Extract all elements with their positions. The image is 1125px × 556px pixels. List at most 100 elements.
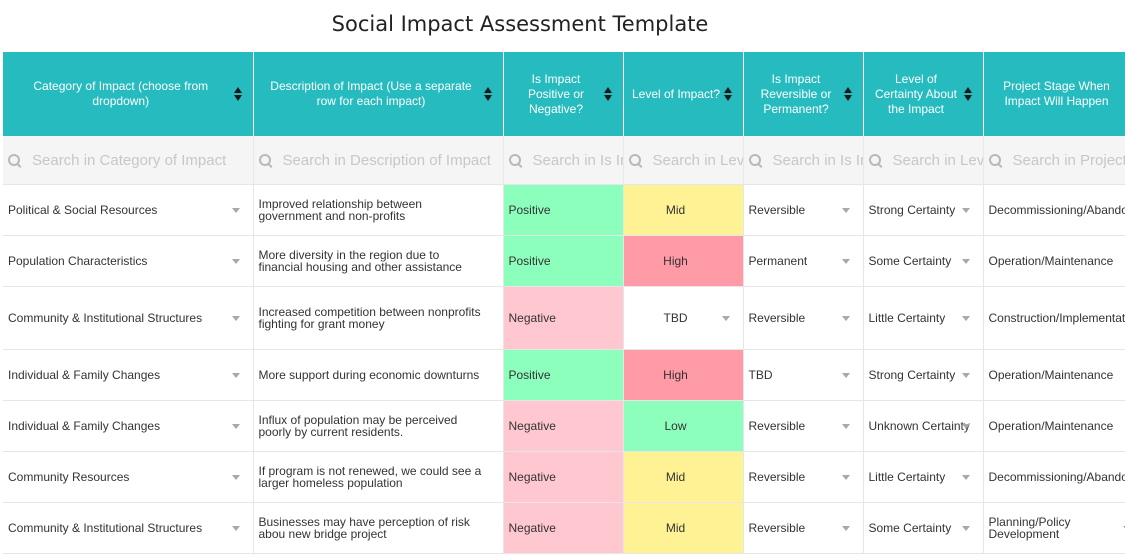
column-header-stage[interactable]: Project Stage When Impact Will Happen	[983, 52, 1125, 136]
chevron-down-icon[interactable]	[961, 373, 970, 378]
sort-icon[interactable]	[603, 87, 612, 101]
cell-reversibility[interactable]: Reversible	[743, 451, 864, 503]
cell-reversibility[interactable]: Reversible	[743, 184, 864, 236]
search-input-stage[interactable]	[1012, 151, 1125, 169]
cell-stage[interactable]: Decommissioning/Abandonment	[983, 184, 1125, 236]
cell-level[interactable]: Mid	[623, 184, 744, 236]
cell-description[interactable]: Improved relationship between government…	[253, 184, 504, 236]
cell-stage[interactable]: Operation/Maintenance	[983, 400, 1125, 452]
chevron-down-icon[interactable]	[961, 208, 970, 213]
cell-sign[interactable]: Negative	[503, 286, 624, 350]
cell-sign[interactable]: Positive	[503, 349, 624, 401]
cell-description[interactable]: If program is not renewed, we could see …	[253, 451, 504, 503]
cell-level[interactable]: Mid	[623, 451, 744, 503]
search-input-description[interactable]	[282, 151, 502, 169]
cell-category[interactable]: Community & Institutional Structures	[3, 502, 254, 554]
cell-description[interactable]: More support during economic downturns	[253, 349, 504, 401]
chevron-down-icon[interactable]	[841, 373, 850, 378]
cell-certainty[interactable]: Unknown Certainty	[863, 400, 984, 452]
column-header-certainty[interactable]: Level of Certainty About the Impact	[863, 52, 984, 136]
column-header-reversibility[interactable]: Is Impact Reversible or Permanent?	[743, 52, 864, 136]
cell-sign[interactable]: Negative	[503, 502, 624, 554]
sort-icon[interactable]	[233, 87, 242, 101]
cell-description[interactable]: Influx of population may be perceived po…	[253, 400, 504, 452]
cell-reversibility[interactable]: TBD	[743, 349, 864, 401]
chevron-down-icon[interactable]	[721, 316, 730, 321]
cell-certainty[interactable]: Strong Certainty	[863, 349, 984, 401]
cell-level[interactable]: Mid	[623, 502, 744, 554]
cell-category[interactable]: Individual & Family Changes	[3, 400, 254, 452]
cell-sign[interactable]: Positive	[503, 235, 624, 287]
chevron-down-icon[interactable]	[961, 316, 970, 321]
cell-stage[interactable]: Operation/Maintenance	[983, 235, 1125, 287]
cell-category[interactable]: Individual & Family Changes	[3, 349, 254, 401]
search-input-category[interactable]	[32, 151, 252, 169]
chevron-down-icon[interactable]	[231, 259, 240, 264]
cell-certainty[interactable]: Strong Certainty	[863, 184, 984, 236]
table-row[interactable]: Individual & Family Changes Influx of pop…	[3, 400, 1125, 452]
cell-certainty[interactable]: Little Certainty	[863, 451, 984, 503]
cell-reversibility[interactable]: Permanent	[743, 235, 864, 287]
cell-sign[interactable]: Negative	[503, 400, 624, 452]
table-row[interactable]: Community Resources If program is not ren…	[3, 451, 1125, 503]
cell-certainty[interactable]: Some Certainty	[863, 502, 984, 554]
table-row[interactable]: Population Characteristics More diversity…	[3, 235, 1125, 287]
chevron-down-icon[interactable]	[961, 526, 970, 531]
cell-stage[interactable]: Planning/Policy Development	[983, 502, 1125, 554]
search-input-certainty[interactable]	[892, 151, 982, 169]
cell-category[interactable]: Political & Social Resources	[3, 184, 254, 236]
chevron-down-icon[interactable]	[1122, 526, 1125, 531]
search-input-reversibility[interactable]	[772, 151, 862, 169]
chevron-down-icon[interactable]	[841, 424, 850, 429]
chevron-down-icon[interactable]	[961, 259, 970, 264]
chevron-down-icon[interactable]	[961, 424, 970, 429]
cell-level[interactable]: High	[623, 349, 744, 401]
chevron-down-icon[interactable]	[841, 316, 850, 321]
cell-stage[interactable]: Construction/Implementation	[983, 286, 1125, 350]
sort-icon[interactable]	[723, 87, 732, 101]
table-row[interactable]: Political & Social Resources Improved rel…	[3, 184, 1125, 236]
table-row[interactable]: Individual & Family Changes More support …	[3, 349, 1125, 401]
chevron-down-icon[interactable]	[231, 316, 240, 321]
search-input-sign[interactable]	[532, 151, 622, 169]
cell-reversibility[interactable]: Reversible	[743, 502, 864, 554]
sort-icon[interactable]	[483, 87, 492, 101]
cell-category[interactable]: Community Resources	[3, 451, 254, 503]
cell-category[interactable]: Community & Institutional Structures	[3, 286, 254, 350]
chevron-down-icon[interactable]	[841, 259, 850, 264]
chevron-down-icon[interactable]	[231, 208, 240, 213]
column-header-category[interactable]: Category of Impact (choose from dropdown…	[3, 52, 254, 136]
chevron-down-icon[interactable]	[231, 475, 240, 480]
cell-sign[interactable]: Negative	[503, 451, 624, 503]
cell-description[interactable]: More diversity in the region due to fina…	[253, 235, 504, 287]
cell-level[interactable]: Low	[623, 400, 744, 452]
cell-sign[interactable]: Positive	[503, 184, 624, 236]
chevron-down-icon[interactable]	[231, 526, 240, 531]
cell-reversibility[interactable]: Reversible	[743, 400, 864, 452]
chevron-down-icon[interactable]	[231, 424, 240, 429]
cell-level[interactable]: High	[623, 235, 744, 287]
column-header-description[interactable]: Description of Impact (Use a separate ro…	[253, 52, 504, 136]
cell-reversibility[interactable]: Reversible	[743, 286, 864, 350]
chevron-down-icon[interactable]	[961, 475, 970, 480]
search-input-level[interactable]	[652, 151, 742, 169]
cell-stage[interactable]: Decommissioning/Abandonment	[983, 451, 1125, 503]
chevron-down-icon[interactable]	[841, 526, 850, 531]
chevron-down-icon[interactable]	[231, 373, 240, 378]
column-header-sign[interactable]: Is Impact Positive or Negative?	[503, 52, 624, 136]
column-header-level[interactable]: Level of Impact?	[623, 52, 744, 136]
cell-stage[interactable]: Operation/Maintenance	[983, 349, 1125, 401]
table-row[interactable]: Community & Institutional Structures Incr…	[3, 286, 1125, 350]
sort-icon[interactable]	[963, 87, 972, 101]
category-value: Community & Institutional Structures	[8, 311, 203, 325]
cell-certainty[interactable]: Some Certainty	[863, 235, 984, 287]
table-row[interactable]: Community & Institutional Structures Busi…	[3, 502, 1125, 554]
sort-icon[interactable]	[843, 87, 852, 101]
chevron-down-icon[interactable]	[841, 475, 850, 480]
cell-category[interactable]: Population Characteristics	[3, 235, 254, 287]
cell-description[interactable]: Businesses may have perception of risk a…	[253, 502, 504, 554]
cell-certainty[interactable]: Little Certainty	[863, 286, 984, 350]
cell-description[interactable]: Increased competition between nonprofits…	[253, 286, 504, 350]
chevron-down-icon[interactable]	[841, 208, 850, 213]
cell-level[interactable]: TBD	[623, 286, 744, 350]
